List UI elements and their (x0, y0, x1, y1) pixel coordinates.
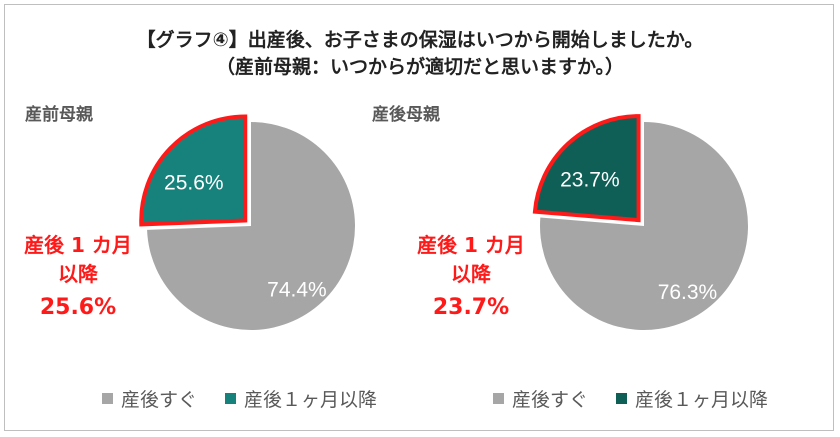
left-legend-swatch-gray (102, 393, 113, 404)
left-panel-title: 産前母親 (25, 105, 93, 125)
pie-slice-gray (147, 122, 355, 330)
chart-title-line2: （産前母親：いつからが適切だと思いますか。） (215, 56, 625, 78)
right-callout-line2: 以降 (451, 262, 491, 286)
left-legend-item-teal: 産後１ヶ月以降 (225, 385, 377, 412)
pie-label-gray: 74.4% (267, 278, 327, 301)
right-callout: 産後 1 カ月 以降 23.7% (401, 231, 541, 322)
chart-title-line1: 【グラフ④】出産後、お子さまの保湿はいつから開始しましたか。 (136, 29, 704, 51)
pie-slice-teal (139, 114, 248, 227)
pie-label-gray: 76.3% (658, 281, 718, 304)
right-legend-swatch-gray (493, 393, 504, 404)
right-pie-chart: 76.3% 23.7% (532, 114, 748, 330)
pie-label-teal: 25.6% (164, 172, 224, 195)
right-legend-item-teal: 産後１ヶ月以降 (616, 385, 768, 412)
left-legend-label-1: 産後１ヶ月以降 (244, 389, 378, 411)
pie-label-teal: 23.7% (560, 169, 620, 192)
left-legend-item-gray: 産後すぐ (102, 385, 197, 412)
right-callout-line1: 産後 1 カ月 (417, 233, 525, 257)
pie-slice-teal (532, 114, 641, 223)
left-legend-swatch-teal (225, 393, 237, 404)
pie-slice-gray (540, 122, 748, 330)
right-callout-value: 23.7% (432, 295, 510, 320)
right-legend: 産後すぐ 産後１ヶ月以降 (493, 385, 796, 412)
left-callout-value: 25.6% (39, 295, 117, 320)
left-callout-line1: 産後 1 カ月 (24, 233, 132, 257)
right-legend-item-gray: 産後すぐ (493, 385, 588, 412)
left-callout: 産後 1 カ月 以降 25.6% (8, 231, 148, 322)
right-legend-label-1: 産後１ヶ月以降 (635, 389, 769, 411)
left-pie-chart: 74.4% 25.6% (139, 114, 355, 330)
right-legend-label-0: 産後すぐ (512, 389, 589, 411)
left-legend: 産後すぐ 産後１ヶ月以降 (102, 385, 405, 412)
left-legend-label-0: 産後すぐ (121, 389, 198, 411)
right-panel-title: 産後母親 (372, 105, 440, 125)
right-legend-swatch-teal (616, 393, 628, 404)
left-callout-line2: 以降 (58, 262, 98, 286)
